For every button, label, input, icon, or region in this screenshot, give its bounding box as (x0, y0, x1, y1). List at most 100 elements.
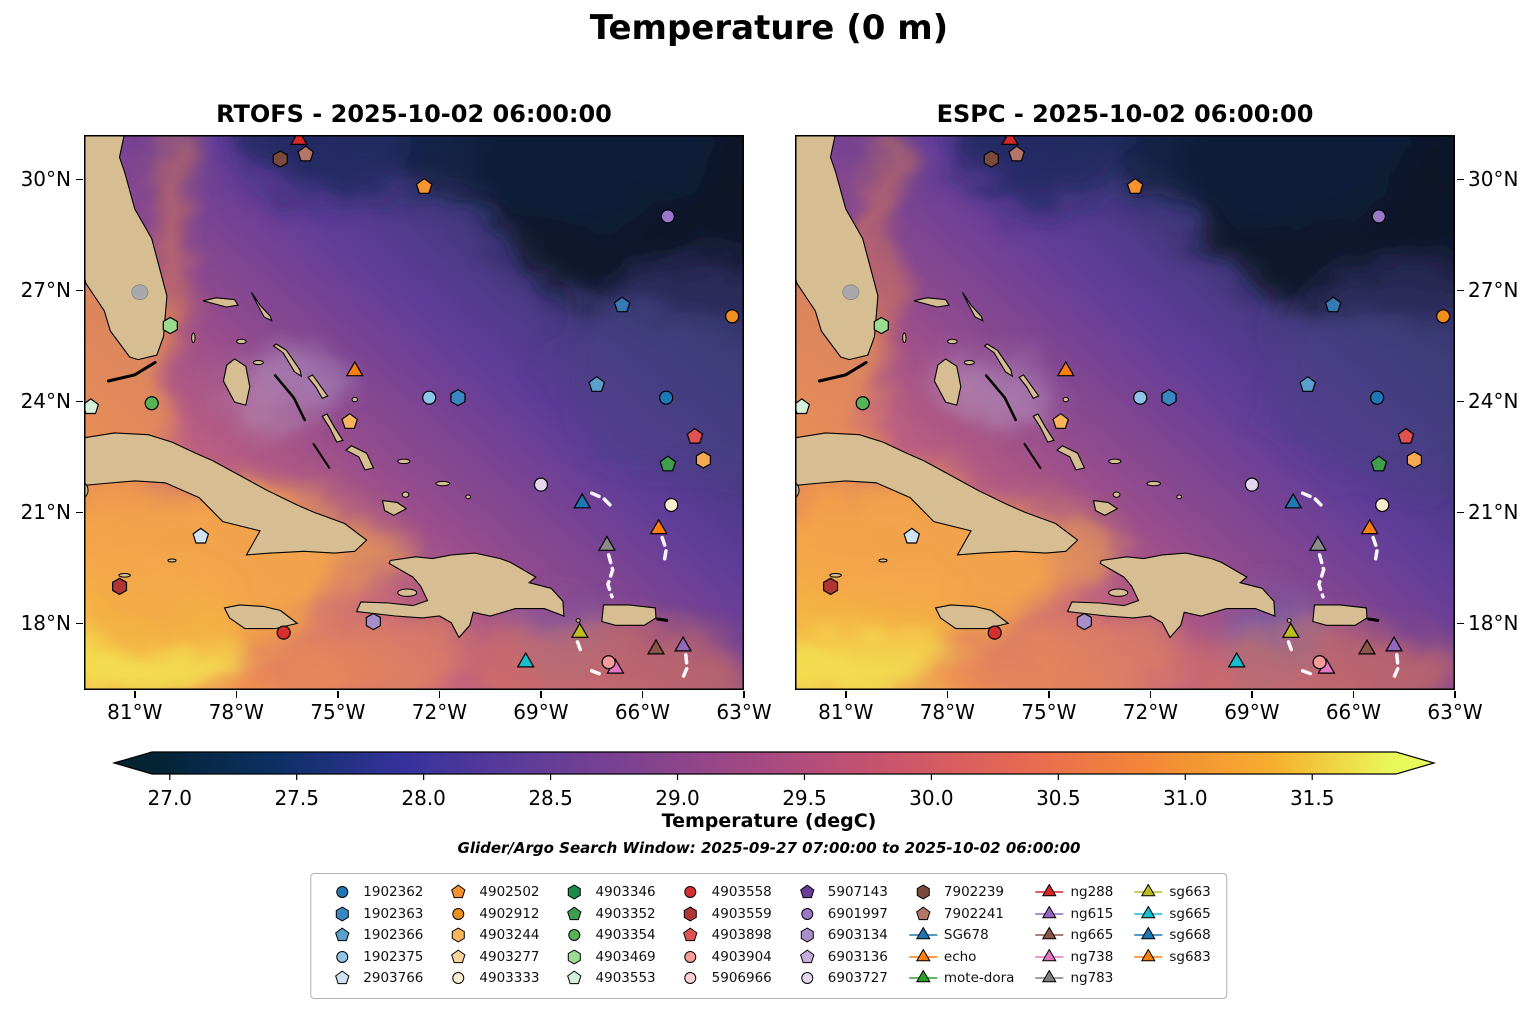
legend-label: 4902502 (479, 884, 540, 901)
legend-label: 6903727 (827, 970, 888, 987)
glider-marker (289, 135, 308, 145)
argo-float-marker (660, 209, 675, 224)
map-frame (795, 135, 1455, 690)
argo-float-marker (686, 427, 704, 444)
argo-float-marker (855, 396, 870, 411)
argo-float-marker (1126, 177, 1144, 194)
triangle-marker-icon (908, 948, 937, 961)
landmass-new-providence (252, 360, 264, 366)
landmass-lake-okeechobee (131, 284, 149, 300)
pentagon-marker-icon (915, 906, 931, 920)
x-tick-label: 75°W (1021, 700, 1077, 724)
landmass-ragged-chain (1023, 442, 1042, 469)
x-tick-label: 78°W (208, 700, 264, 724)
landmass-cayman-brac (167, 558, 177, 563)
colorbar-gradient (111, 751, 1437, 780)
hexagon-marker-icon (335, 906, 349, 922)
glider-marker (1284, 492, 1303, 509)
legend-item: mote-dora (908, 968, 1015, 989)
legend-label: 4903469 (595, 948, 656, 965)
colorbar-tick-label: 31.5 (1289, 786, 1335, 810)
colorbar-tick-label: 31.0 (1163, 786, 1208, 810)
colorbar-tick-label: 27.0 (147, 786, 193, 810)
triangle-marker-icon (1134, 948, 1163, 961)
x-tick-label: 72°W (1122, 700, 1178, 724)
legend-item: 4903559 (676, 904, 772, 925)
legend-column: 4903558 4903559 4903898 4903904 5906966 (676, 882, 772, 989)
y-tick-label: 24°N (1468, 389, 1519, 414)
legend-item: 7902239 (908, 882, 1015, 903)
legend-column: 1902362 1902363 1902366 1902375 2903766 (327, 882, 423, 989)
landmass-puerto-rico (601, 604, 657, 626)
x-tick-mark (1048, 691, 1050, 698)
triangle-marker-icon (1134, 905, 1163, 918)
landmass-cat-island (1018, 374, 1040, 400)
legend-item: 4903558 (676, 882, 772, 903)
circle-marker-icon (684, 886, 697, 899)
legend-label: sg668 (1169, 927, 1211, 944)
triangle-marker-icon (1134, 884, 1163, 897)
land-layer (84, 135, 669, 639)
legend-label: 1902366 (363, 927, 424, 944)
landmass-abaco (962, 291, 984, 322)
x-tick-label: 81°W (107, 700, 163, 724)
legend-label: mote-dora (943, 970, 1015, 987)
argo-float-marker (659, 390, 674, 405)
argo-float-marker (1436, 309, 1451, 324)
landmass-caicos (1146, 480, 1162, 487)
x-tick-label: 78°W (919, 700, 975, 724)
glider-track (575, 640, 584, 655)
legend-label: 7902241 (943, 905, 1005, 922)
landmass-gonave (397, 588, 418, 597)
legend-label: ng738 (1070, 948, 1114, 965)
glider-marker (1281, 622, 1300, 638)
y-tick-mark (75, 622, 83, 625)
glider-marker (649, 518, 668, 535)
landmass-eleuthera (272, 343, 303, 378)
triangle-marker-icon (1035, 927, 1064, 940)
glider-track (680, 653, 689, 681)
glider-track (606, 553, 615, 599)
observation-markers (84, 135, 740, 674)
triangle-marker-icon (1035, 905, 1064, 918)
colorbar-tick-label: 28.5 (528, 786, 573, 810)
legend-item: echo (908, 947, 1015, 968)
land-layer (795, 135, 1380, 639)
legend-box: 1902362 1902363 1902366 1902375 2903766 49025… (310, 873, 1228, 999)
x-tick-label: 69°W (1224, 700, 1280, 724)
x-tick-mark (540, 691, 542, 698)
landmass-san-salvador (1062, 396, 1069, 403)
legend-label: 7902239 (943, 884, 1005, 901)
legend-item: 5907143 (792, 882, 888, 903)
circle-marker-icon (684, 972, 697, 985)
landmass-bimini (191, 332, 196, 344)
landmass-florida (795, 135, 879, 361)
landmass-vieques (656, 617, 669, 622)
argo-float-marker (144, 396, 159, 411)
legend-label: 1902362 (363, 884, 424, 901)
x-tick-label: 72°W (411, 700, 467, 724)
circle-marker-icon (452, 972, 465, 985)
hexagon-marker-icon (800, 927, 814, 943)
legend-item: 4902502 (443, 882, 540, 903)
argo-float-marker (613, 296, 631, 313)
y-tick-mark (75, 289, 83, 292)
glider-marker (573, 492, 592, 509)
legend-label: echo (943, 948, 977, 965)
argo-float-marker (341, 412, 359, 429)
y-tick-label: 21°N (20, 500, 71, 525)
hexagon-marker-icon (451, 927, 465, 943)
legend-column: sg663 sg665 sg668 sg683 (1133, 882, 1211, 989)
legend-label: 6903136 (827, 948, 888, 965)
x-tick-mark (1149, 691, 1152, 698)
landmass-eleuthera (983, 343, 1014, 378)
circle-marker-icon (452, 907, 465, 920)
pentagon-marker-icon (451, 884, 466, 899)
legend-label: 1902375 (363, 948, 424, 965)
legend-item: 5906966 (676, 968, 772, 989)
legend-item: 4903352 (560, 904, 656, 925)
pentagon-marker-icon (567, 970, 582, 985)
argo-float-marker (1008, 145, 1026, 162)
x-tick-mark (743, 691, 745, 698)
x-tick-mark (337, 691, 339, 698)
